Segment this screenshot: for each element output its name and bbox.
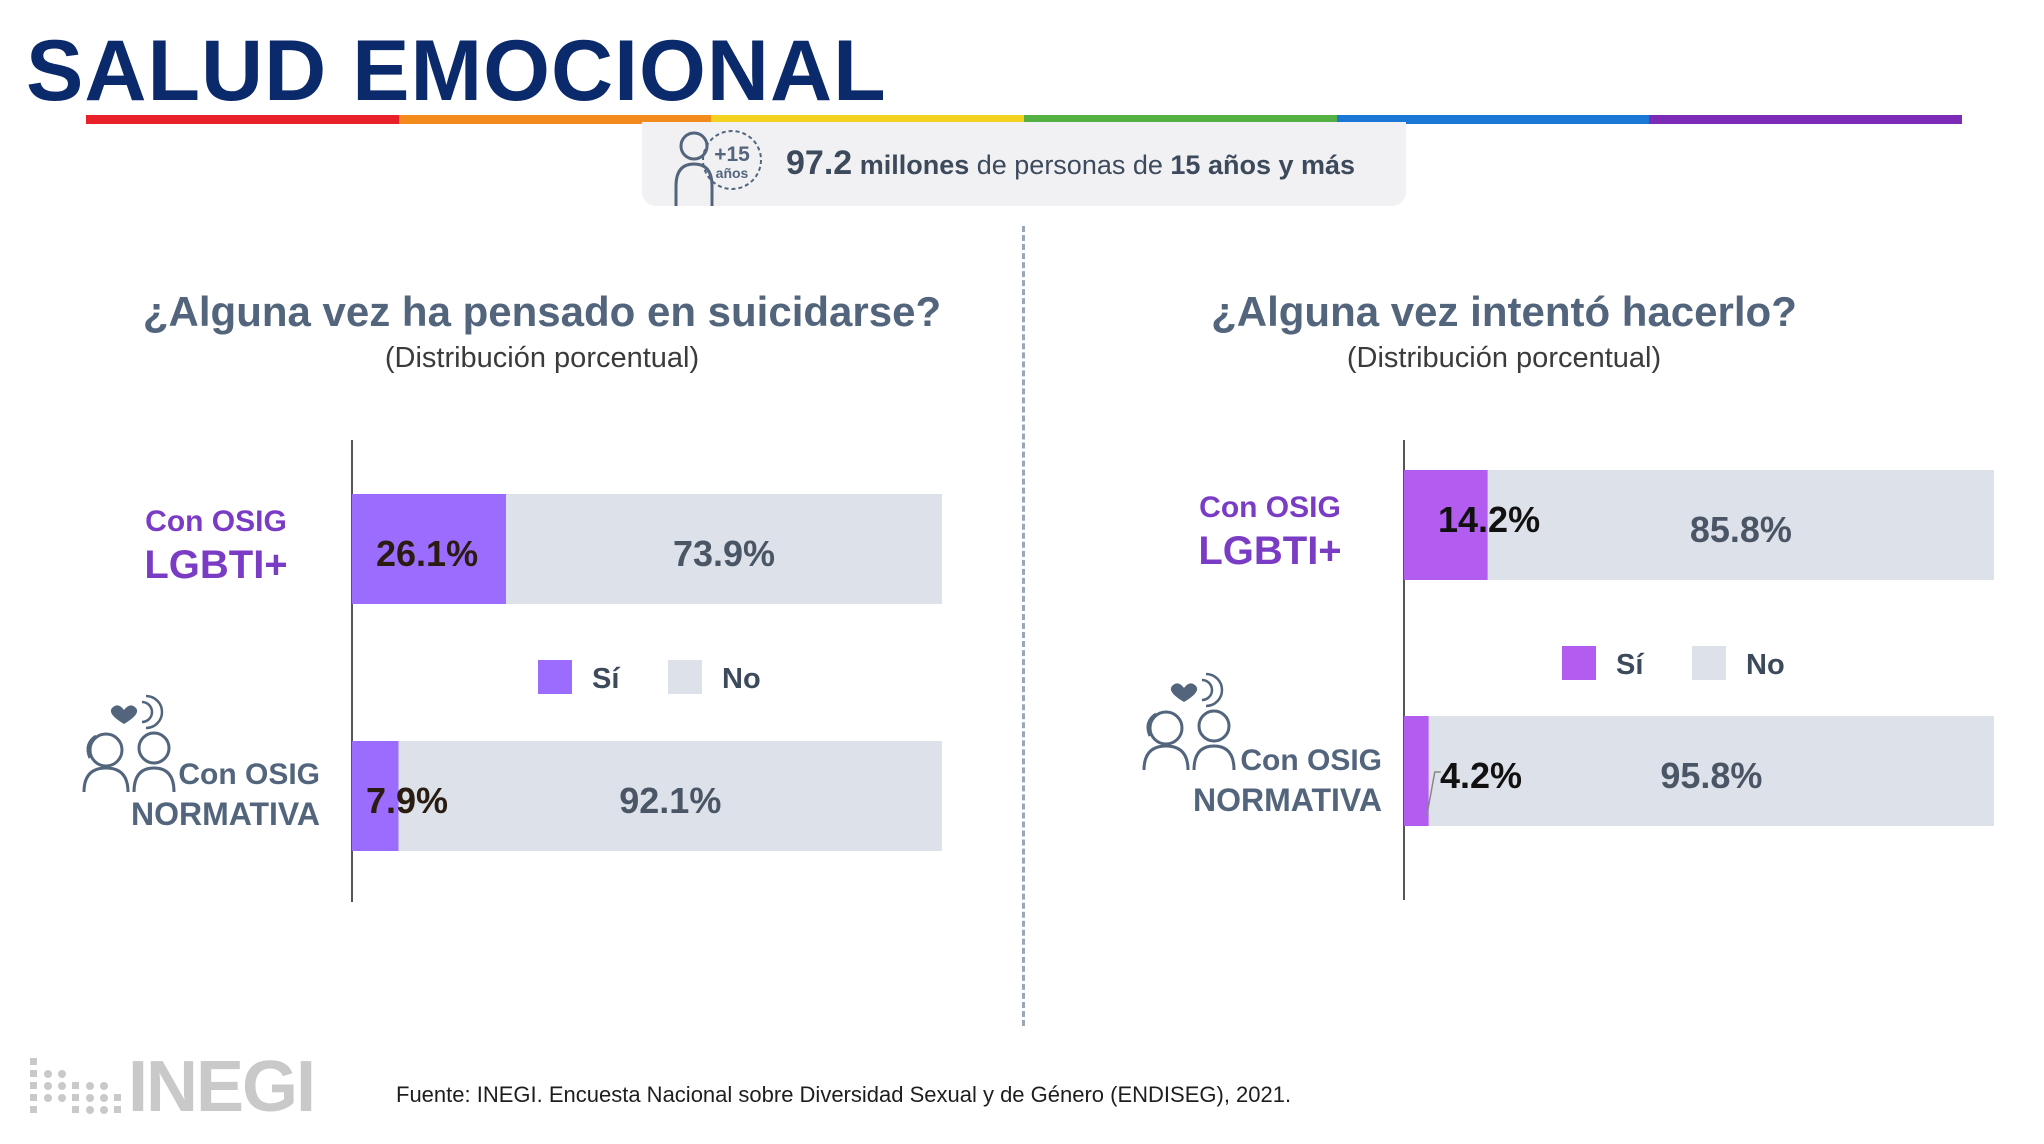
rainbow-segment	[86, 115, 399, 124]
right-lgbti-label: Con OSIG LGBTI+	[1150, 491, 1390, 574]
left-subtitle: (Distribución porcentual)	[384, 342, 700, 374]
normativa-line1: Con OSIG	[178, 758, 320, 791]
data-label-si: 26.1%	[376, 533, 478, 574]
legend-swatch-no	[668, 660, 702, 694]
population-value: 97.2	[786, 144, 853, 182]
bar-si	[1404, 470, 1488, 580]
inegi-logo-dots	[30, 1058, 121, 1114]
left-question: ¿Alguna vez ha pensado en suicidarse?	[142, 288, 942, 335]
bar-si	[352, 494, 506, 604]
left-lgbti-label: Con OSIG LGBTI+	[96, 505, 336, 588]
data-label-no: 73.9%	[673, 533, 775, 574]
rainbow-segment	[1024, 115, 1337, 124]
right-question: ¿Alguna vez intentó hacerlo?	[1211, 288, 1797, 335]
legend-swatch-si	[1562, 646, 1596, 680]
legend-label-si: Sí	[592, 663, 620, 695]
person-age-icon: +15 años	[674, 130, 762, 206]
badge-number: +15	[714, 143, 750, 166]
lgbti-line1: Con OSIG	[1199, 491, 1341, 524]
banner-age-text: 15 años y más	[1170, 150, 1356, 180]
bar-no	[505, 494, 942, 604]
banner-mid-text: de personas de	[976, 150, 1163, 180]
banner-text: 97.2 millones de personas de 15 años y m…	[786, 144, 1355, 183]
data-label-si: 4.2%	[1440, 755, 1522, 796]
couple-heart-icon	[1142, 672, 1236, 771]
chart-suicidal-thoughts: 26.1% 73.9% 7.9% 92.1% Sí No	[351, 440, 942, 902]
source-note: Fuente: INEGI. Encuesta Nacional sobre D…	[396, 1082, 1292, 1107]
data-label-no: 95.8%	[1660, 755, 1762, 796]
right-normativa-label: Con OSIG NORMATIVA	[1122, 744, 1382, 819]
bar-si	[1404, 716, 1429, 826]
normativa-line1: Con OSIG	[1240, 744, 1382, 777]
bar-no	[1487, 470, 1994, 580]
rainbow-segment	[1336, 115, 1650, 124]
normativa-line2: NORMATIVA	[130, 796, 320, 832]
couple-heart-icon	[82, 694, 176, 793]
lgbti-line1: Con OSIG	[145, 505, 287, 538]
population-banner: +15 años 97.2 millones de personas de 15…	[642, 122, 1406, 206]
legend-swatch-no	[1692, 646, 1726, 680]
population-unit: millones	[859, 150, 970, 180]
rainbow-bar	[86, 115, 1963, 124]
data-label-si: 14.2%	[1438, 499, 1540, 540]
right-subtitle: (Distribución porcentual)	[1346, 342, 1662, 374]
lgbti-line2: LGBTI+	[144, 543, 288, 587]
inegi-logo-text: INEGI	[128, 1047, 316, 1127]
bar-no	[1428, 716, 1994, 826]
chart-suicide-attempt: 14.2% 85.8% 4.2% 95.8% Sí No	[1403, 440, 1994, 900]
legend-swatch-si	[538, 660, 572, 694]
data-label-si: 7.9%	[366, 780, 448, 821]
page-title: SALUD EMOCIONAL	[26, 23, 887, 119]
left-normativa-label: Con OSIG NORMATIVA	[60, 758, 320, 833]
badge-unit: años	[716, 165, 749, 181]
bar-no	[398, 741, 942, 851]
bar-si	[352, 741, 399, 851]
data-label-no: 92.1%	[619, 780, 721, 821]
rainbow-segment	[1649, 115, 1963, 124]
legend-label-no: No	[1746, 649, 1785, 681]
rainbow-segment	[398, 115, 712, 124]
panel-divider	[1022, 226, 1025, 1026]
legend-label-no: No	[722, 663, 761, 695]
leader-line	[1426, 771, 1441, 817]
rainbow-segment	[711, 115, 1025, 124]
normativa-line2: NORMATIVA	[1192, 782, 1382, 818]
legend-label-si: Sí	[1616, 649, 1644, 681]
lgbti-line2: LGBTI+	[1198, 529, 1342, 573]
data-label-no: 85.8%	[1690, 509, 1792, 550]
